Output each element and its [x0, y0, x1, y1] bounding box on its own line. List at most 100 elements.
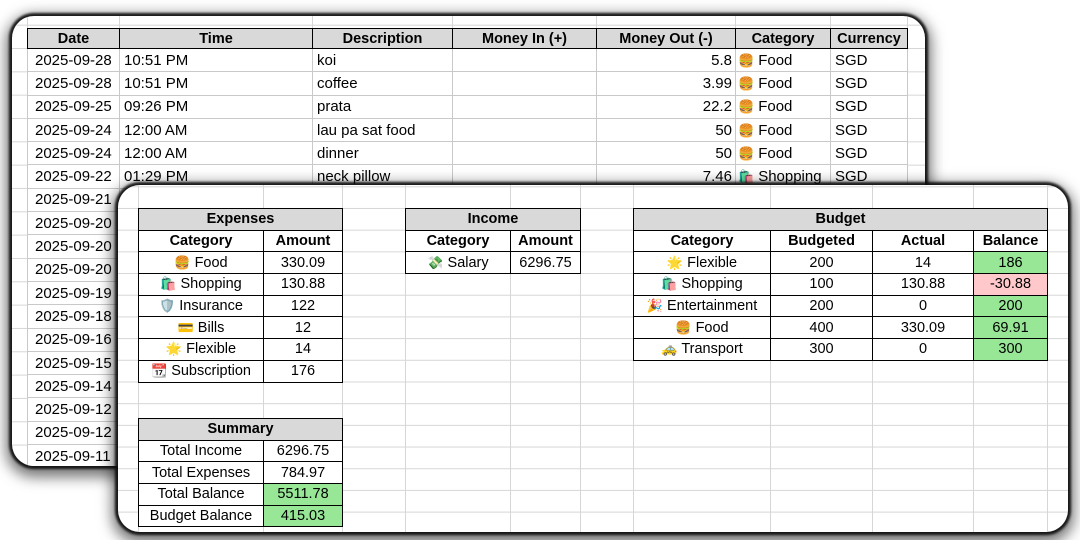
cell-amount[interactable]: 12: [263, 316, 343, 340]
cell-category[interactable]: 🌟 Flexible: [633, 251, 771, 275]
cell-amount[interactable]: 14: [263, 338, 343, 361]
summary-title[interactable]: Summary: [138, 418, 343, 441]
cell-date[interactable]: 2025-09-12: [27, 397, 120, 422]
cell-date[interactable]: 2025-09-24: [27, 141, 120, 166]
cell-value[interactable]: 784.97: [263, 461, 343, 485]
budget-header-actual[interactable]: Actual: [872, 229, 974, 253]
cell-balance[interactable]: 300: [973, 338, 1048, 361]
cell-date[interactable]: 2025-09-15: [27, 350, 120, 376]
income-header-amount[interactable]: Amount: [510, 229, 581, 253]
cell-date[interactable]: 2025-09-20: [27, 211, 120, 236]
cell-actual[interactable]: 330.09: [872, 316, 974, 340]
cell-category[interactable]: 🎉 Entertainment: [633, 294, 771, 318]
cell-money-in[interactable]: [452, 94, 597, 119]
cell-category[interactable]: 🌟 Flexible: [138, 338, 264, 361]
cell-category[interactable]: 🍔 Food: [138, 251, 264, 275]
expenses-header-amount[interactable]: Amount: [263, 229, 343, 253]
cell-date[interactable]: 2025-09-14: [27, 374, 120, 399]
cell-money-out[interactable]: 22.2: [596, 94, 736, 119]
cell-date[interactable]: 2025-09-20: [27, 234, 120, 259]
cell-date[interactable]: 2025-09-21: [27, 187, 120, 213]
cell-date[interactable]: 2025-09-19: [27, 280, 120, 306]
cell-budgeted[interactable]: 100: [770, 273, 873, 296]
cell-category[interactable]: 🚕 Transport: [633, 338, 771, 361]
cell-time[interactable]: 09:26 PM: [119, 94, 313, 119]
cell-currency[interactable]: SGD: [830, 94, 908, 119]
column-header-money-in[interactable]: Money In (+): [452, 28, 597, 49]
cell-label[interactable]: Total Income: [138, 439, 264, 463]
cell-amount[interactable]: 130.88: [263, 273, 343, 296]
cell-date[interactable]: 2025-09-20: [27, 257, 120, 282]
cell-description[interactable]: prata: [312, 94, 453, 119]
cell-category[interactable]: 🛍️ Shopping: [735, 164, 831, 189]
cell-date[interactable]: 2025-09-28: [27, 71, 120, 96]
cell-budgeted[interactable]: 400: [770, 316, 873, 340]
cell-money-in[interactable]: [452, 141, 597, 166]
cell-time[interactable]: 10:51 PM: [119, 47, 313, 73]
cell-money-in[interactable]: [452, 71, 597, 96]
cell-description[interactable]: koi: [312, 47, 453, 73]
cell-label[interactable]: Total Balance: [138, 483, 264, 506]
cell-category[interactable]: 💳 Bills: [138, 316, 264, 340]
column-header-money-out[interactable]: Money Out (-): [596, 28, 736, 49]
budget-header-balance[interactable]: Balance: [973, 229, 1048, 253]
cell-label[interactable]: Budget Balance: [138, 504, 264, 528]
cell-category[interactable]: 🍔 Food: [735, 117, 831, 143]
cell-currency[interactable]: SGD: [830, 141, 908, 166]
cell-amount[interactable]: 6296.75: [510, 251, 581, 275]
column-header-category[interactable]: Category: [735, 28, 831, 49]
cell-category[interactable]: 🍔 Food: [735, 141, 831, 166]
cell-amount[interactable]: 122: [263, 294, 343, 318]
cell-category[interactable]: 🍔 Food: [735, 71, 831, 96]
cell-category[interactable]: 💸 Salary: [405, 251, 511, 275]
cell-budgeted[interactable]: 300: [770, 338, 873, 361]
cell-category[interactable]: 🛡️ Insurance: [138, 294, 264, 318]
column-header-date[interactable]: Date: [27, 28, 120, 49]
budget-header-category[interactable]: Category: [633, 229, 771, 253]
income-title[interactable]: Income: [405, 208, 581, 231]
budget-header-budgeted[interactable]: Budgeted: [770, 229, 873, 253]
cell-balance[interactable]: -30.88: [973, 273, 1048, 296]
cell-value[interactable]: 6296.75: [263, 439, 343, 463]
cell-label[interactable]: Total Expenses: [138, 461, 264, 485]
cell-money-out[interactable]: 5.8: [596, 47, 736, 73]
income-header-category[interactable]: Category: [405, 229, 511, 253]
cell-money-in[interactable]: [452, 117, 597, 143]
cell-money-out[interactable]: 50: [596, 117, 736, 143]
cell-date[interactable]: 2025-09-12: [27, 420, 120, 446]
column-header-description[interactable]: Description: [312, 28, 453, 49]
cell-description[interactable]: neck pillow: [312, 164, 453, 189]
cell-date[interactable]: 2025-09-24: [27, 117, 120, 143]
cell-amount[interactable]: 176: [263, 359, 343, 383]
cell-currency[interactable]: SGD: [830, 71, 908, 96]
cell-category[interactable]: 🛍️ Shopping: [138, 273, 264, 296]
expenses-title[interactable]: Expenses: [138, 208, 343, 231]
budget-title[interactable]: Budget: [633, 208, 1048, 231]
cell-budgeted[interactable]: 200: [770, 251, 873, 275]
cell-time[interactable]: 10:51 PM: [119, 71, 313, 96]
cell-date[interactable]: 2025-09-28: [27, 47, 120, 73]
cell-time[interactable]: 01:29 PM: [119, 164, 313, 189]
cell-date[interactable]: 2025-09-25: [27, 94, 120, 119]
cell-balance[interactable]: 69.91: [973, 316, 1048, 340]
cell-money-out[interactable]: 50: [596, 141, 736, 166]
cell-money-out[interactable]: 3.99: [596, 71, 736, 96]
cell-category[interactable]: 🍔 Food: [633, 316, 771, 340]
cell-time[interactable]: 12:00 AM: [119, 117, 313, 143]
cell-value[interactable]: 415.03: [263, 504, 343, 528]
column-header-time[interactable]: Time: [119, 28, 313, 49]
column-header-currency[interactable]: Currency: [830, 28, 908, 49]
cell-description[interactable]: coffee: [312, 71, 453, 96]
cell-date[interactable]: 2025-09-11: [27, 444, 120, 466]
cell-category[interactable]: 📆 Subscription: [138, 359, 264, 383]
cell-actual[interactable]: 130.88: [872, 273, 974, 296]
cell-time[interactable]: 12:00 AM: [119, 141, 313, 166]
cell-currency[interactable]: SGD: [830, 117, 908, 143]
cell-balance[interactable]: 200: [973, 294, 1048, 318]
cell-category[interactable]: 🍔 Food: [735, 94, 831, 119]
cell-description[interactable]: lau pa sat food: [312, 117, 453, 143]
cell-value[interactable]: 5511.78: [263, 483, 343, 506]
cell-money-in[interactable]: [452, 47, 597, 73]
cell-date[interactable]: 2025-09-22: [27, 164, 120, 189]
cell-budgeted[interactable]: 200: [770, 294, 873, 318]
